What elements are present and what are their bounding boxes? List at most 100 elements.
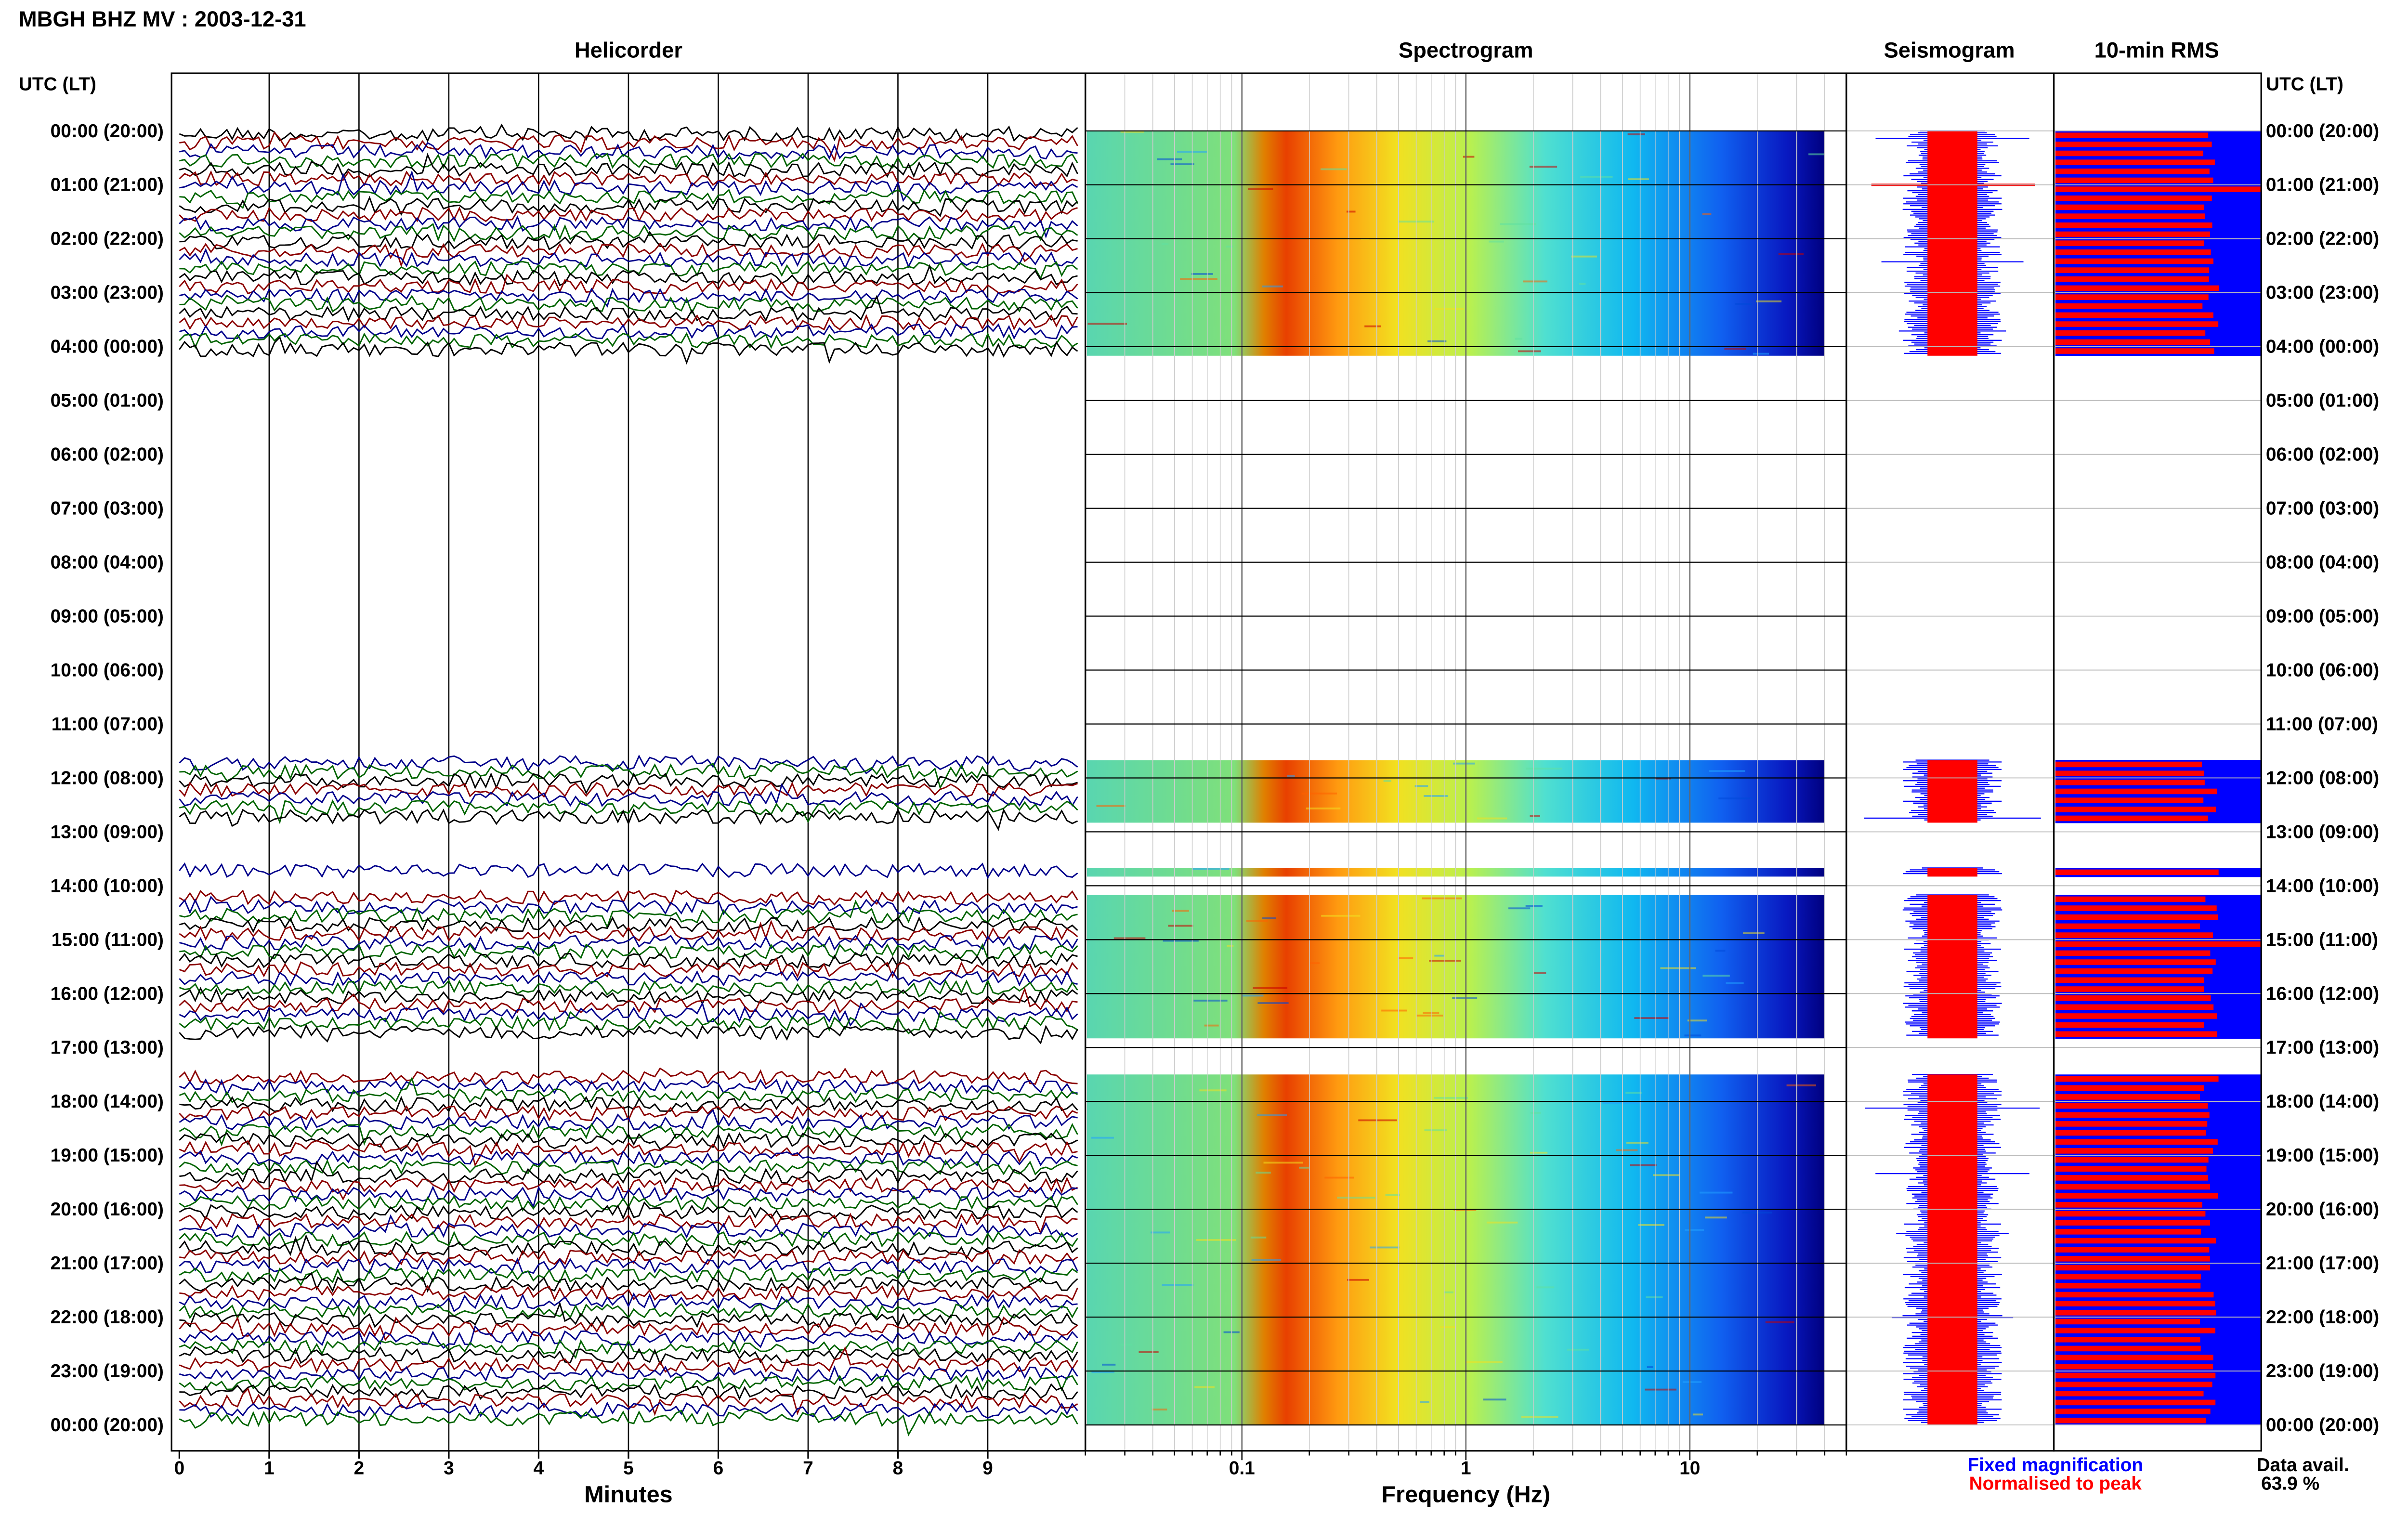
helicorder-trace [179, 1105, 1078, 1122]
helicorder-trace [179, 323, 1078, 340]
spectrogram-streak [1645, 1388, 1676, 1391]
time-labels-right: 00:00 (20:00) 01:00 (21:00) 02:00 (22:00) 0… [2266, 121, 2379, 1436]
seismogram-title: Seismogram [1884, 38, 2015, 63]
helicorder-trace [179, 215, 1078, 239]
helicorder-tick-label: 7 [803, 1458, 813, 1478]
rms-normalised-bar [2055, 267, 2210, 273]
time-label-right: 05:00 (01:00) [2266, 391, 2379, 411]
helicorder-trace [179, 935, 1078, 954]
spectrogram-streak [1163, 940, 1199, 942]
helicorder-trace [179, 1024, 1078, 1045]
helicorder-trace [179, 808, 1078, 831]
spectrogram-streak [1440, 1326, 1456, 1329]
spectrogram-streak [1808, 153, 1825, 156]
helicorder-trace [179, 336, 1078, 365]
helicorder-trace [179, 782, 1078, 798]
spectrogram-streak [1370, 1246, 1400, 1249]
spectrogram-streak [1385, 1194, 1400, 1196]
rms-normalised-bar [2055, 132, 2209, 138]
spectrogram-streak [1786, 1084, 1817, 1086]
helicorder-trace [179, 332, 1078, 349]
spectrogram-streak [1227, 944, 1234, 947]
spectrogram-streak [1778, 253, 1804, 255]
helicorder-trace [179, 1201, 1078, 1221]
helicorder-trace [179, 1213, 1078, 1235]
spectrogram-streak [1194, 1386, 1215, 1388]
spectrogram-streak [1525, 905, 1543, 907]
time-label-right: 02:00 (22:00) [2266, 229, 2379, 249]
spectrogram-streak [1257, 1114, 1287, 1117]
time-label-left: 18:00 (14:00) [51, 1091, 164, 1112]
spectrogram-tick-label: 1 [1461, 1458, 1471, 1478]
spectrogram-streak [1526, 768, 1562, 770]
rms-normalised-bar [2055, 797, 2204, 803]
spectrogram-streak [1616, 1149, 1638, 1151]
rms-normalised-bar [2055, 1364, 2213, 1370]
rms-normalised-bar [2055, 222, 2212, 228]
time-label-right: 11:00 (07:00) [2266, 714, 2378, 734]
rms-normalised-bar [2055, 896, 2206, 902]
spectrogram-streak [1324, 1176, 1354, 1179]
rms-normalised-bar [2055, 339, 2211, 345]
helicorder-trace [179, 1159, 1078, 1175]
rms-normalised-bar [2055, 1166, 2207, 1172]
helicorder-trace [179, 170, 1078, 202]
spectrogram-streak [1358, 1119, 1397, 1122]
time-label-right: 04:00 (00:00) [2266, 337, 2379, 357]
spectrogram-streak [1523, 280, 1548, 283]
rms-normalised-bar [2055, 1301, 2215, 1306]
time-label-left: 20:00 (16:00) [51, 1199, 164, 1220]
helicorder-tick-label: 1 [264, 1458, 275, 1478]
helicorder-trace [179, 123, 1078, 143]
rms-normalised-bar [2055, 941, 2262, 947]
helicorder-tick-label: 6 [713, 1458, 724, 1478]
helicorder-traces [179, 123, 1078, 1436]
helicorder-trace [179, 979, 1078, 998]
spectrogram-tick-label: 10 [1679, 1458, 1700, 1478]
spectrogram-streak [1638, 1224, 1664, 1226]
spectrogram-streak [1466, 1361, 1503, 1363]
rms-normalised-bar [2055, 1184, 2211, 1190]
rms-normalised-bar [2055, 1355, 2213, 1360]
rms-normalised-bar [2055, 1292, 2214, 1298]
time-label-left: 14:00 (10:00) [51, 875, 164, 896]
helicorder-trace [179, 1001, 1078, 1027]
rms-normalised-bar [2055, 761, 2202, 768]
spectrogram-streak [1321, 168, 1347, 170]
rms-normalised-bar [2055, 196, 2212, 201]
spectrogram-streak [1383, 780, 1392, 782]
spectrogram-streak [1715, 950, 1726, 952]
time-label-left: 21:00 (17:00) [51, 1253, 164, 1274]
spectrogram-streak [1500, 223, 1536, 225]
helicorder-trace [179, 1249, 1078, 1266]
helicorder-trace [179, 1339, 1078, 1359]
spectrogram-x-ticks: 0.1 1 10 [1085, 1450, 1847, 1478]
time-label-left: 00:00 (20:00) [51, 1415, 164, 1436]
spectrogram-streak [1299, 1166, 1310, 1169]
rms-normalised-bar [2055, 312, 2213, 318]
helicorder-trace [179, 1230, 1078, 1248]
helicorder-trace [179, 1096, 1078, 1113]
spectrogram-streak [1709, 770, 1745, 772]
helicorder-trace [179, 1185, 1078, 1209]
time-label-right: 15:00 (11:00) [2266, 929, 2378, 950]
spectrogram-streak [1091, 1136, 1114, 1139]
rms-normalised-bar [2055, 1238, 2216, 1244]
helicorder-trace [179, 1346, 1078, 1373]
helicorder-trace [179, 772, 1078, 795]
helicorder-trace [179, 862, 1078, 879]
spectrogram-streak [1699, 1191, 1733, 1194]
time-label-left: 15:00 (11:00) [52, 929, 164, 950]
seismogram-normalised-band [1927, 868, 1977, 877]
time-label-right: 09:00 (05:00) [2266, 606, 2379, 627]
spectrogram-streak [1257, 1002, 1289, 1004]
spectrogram-streak [1580, 176, 1613, 178]
time-label-right: 10:00 (06:00) [2266, 660, 2379, 680]
spectrogram-streak [1262, 285, 1283, 287]
time-label-right: 13:00 (09:00) [2266, 822, 2379, 842]
helicorder-x-ticks: 0 1 2 3 4 5 6 7 8 9 [174, 1450, 993, 1478]
spectrogram-streak [1162, 1284, 1194, 1286]
spectrogram-streak [1191, 273, 1213, 275]
spectrogram-streak [1263, 1162, 1303, 1164]
rms-normalised-bar [2055, 1247, 2210, 1253]
